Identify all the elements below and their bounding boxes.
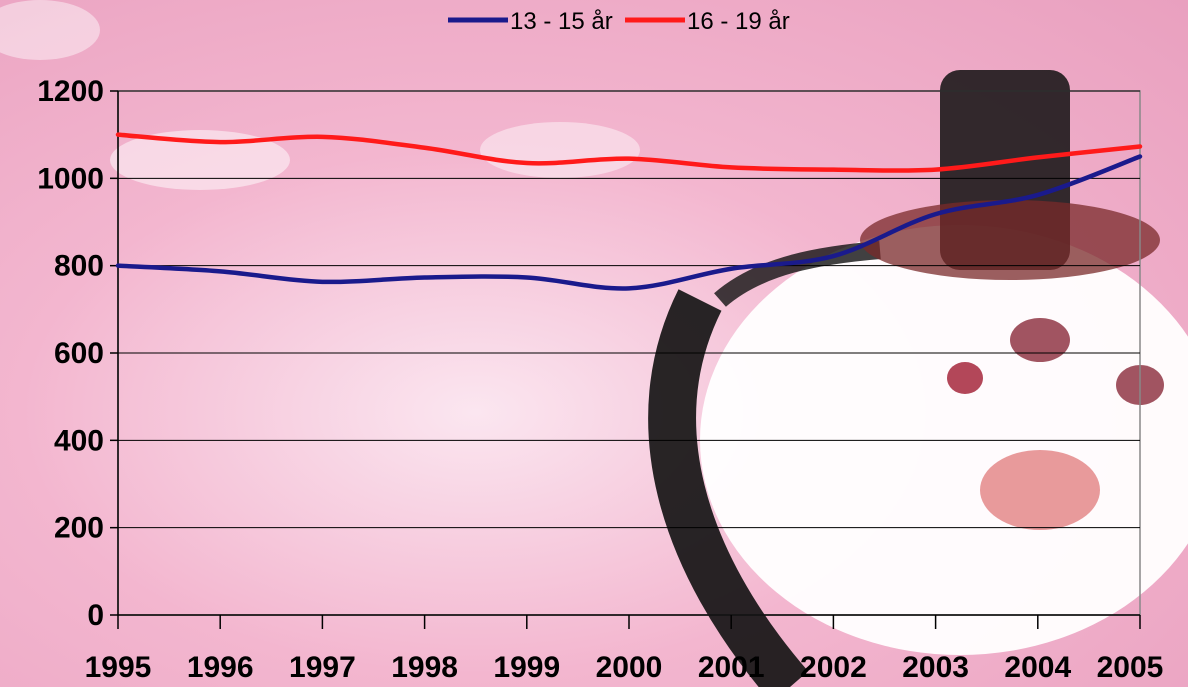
x-tick-label: 1996 (187, 651, 254, 684)
legend: 13 - 15 år 16 - 19 år (448, 8, 790, 35)
x-axis: 1995 1996 1997 1998 1999 2000 2001 2002 2003 2004… (85, 614, 1164, 684)
x-tick-label: 1999 (493, 651, 560, 684)
legend-label: 16 - 19 år (687, 8, 790, 35)
series-lines (115, 132, 1143, 291)
y-tick-label: 800 (54, 250, 104, 283)
x-tick-label: 2004 (1004, 651, 1071, 684)
x-tick-label: 1998 (391, 651, 458, 684)
x-tick-label: 2003 (902, 651, 969, 684)
y-tick-label: 1200 (37, 75, 104, 108)
x-tick-label: 1995 (85, 651, 152, 684)
y-tick-label: 400 (54, 424, 104, 457)
y-axis: 0 200 400 600 800 1000 1200 (37, 75, 119, 632)
x-tick-label: 2002 (800, 651, 867, 684)
y-tick-label: 0 (87, 599, 104, 632)
y-tick-label: 1000 (37, 162, 104, 195)
y-tick-label: 600 (54, 337, 104, 370)
legend-label: 13 - 15 år (510, 8, 613, 35)
y-tick-label: 200 (54, 512, 104, 545)
x-tick-label: 2000 (596, 651, 663, 684)
x-tick-label: 2005 (1097, 651, 1164, 684)
gridlines (118, 90, 1140, 529)
x-tick-label: 1997 (289, 651, 356, 684)
x-tick-label: 2001 (698, 651, 765, 684)
